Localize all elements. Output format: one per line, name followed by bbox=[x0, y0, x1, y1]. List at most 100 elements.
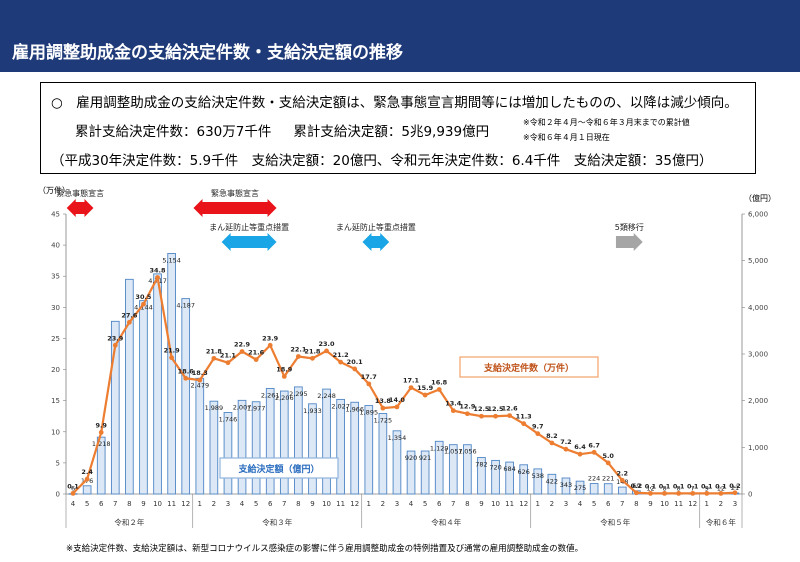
line-point bbox=[239, 349, 245, 354]
bar-value-label: 1,354 bbox=[388, 434, 407, 442]
line-point bbox=[380, 405, 386, 411]
line-value-label: 12.5 bbox=[473, 405, 490, 413]
summary-note-2: ※令和６年４月１日現在 bbox=[523, 133, 610, 142]
bar bbox=[139, 300, 148, 495]
x-tick-label: 3 bbox=[733, 500, 737, 508]
y-left-tick-label: 20 bbox=[51, 366, 60, 374]
bar-value-label: 1,725 bbox=[374, 417, 393, 425]
bar-value-label: 1,933 bbox=[303, 407, 322, 415]
bar-value-label: 6 bbox=[71, 485, 75, 493]
line-point bbox=[521, 421, 527, 427]
y-left-tick-label: 10 bbox=[51, 428, 60, 436]
summary-note-1: ※令和２年４月～令和６年３月末までの累計値 bbox=[523, 118, 690, 127]
line-value-label: 6.7 bbox=[588, 441, 600, 449]
line-point bbox=[267, 342, 273, 348]
bar-value-label: 782 bbox=[475, 461, 487, 469]
x-tick-label: 8 bbox=[634, 500, 638, 508]
x-tick-label: 1 bbox=[367, 500, 371, 508]
line-point bbox=[507, 413, 513, 418]
line-point bbox=[112, 342, 118, 348]
line-point bbox=[676, 490, 682, 496]
bar bbox=[350, 401, 360, 495]
x-tick-label: 1 bbox=[705, 500, 709, 508]
bar-value-label: 8 bbox=[662, 485, 666, 493]
x-year-label: 令和５年 bbox=[600, 517, 630, 527]
bar-value-label: 1,966 bbox=[345, 405, 364, 413]
bar-value-label: 1,218 bbox=[92, 440, 111, 448]
period-label: まん延防止等重点措置 bbox=[336, 222, 416, 232]
x-tick-label: 11 bbox=[674, 500, 683, 508]
x-tick-label: 3 bbox=[564, 500, 568, 508]
bar bbox=[561, 477, 571, 495]
bar-value-label: 224 bbox=[588, 475, 600, 483]
y-left-axis-label: （万件） bbox=[38, 185, 70, 195]
bar bbox=[617, 486, 627, 495]
bar-value-label: 5,154 bbox=[162, 256, 181, 264]
line-value-label: 8.2 bbox=[546, 432, 558, 440]
line-value-label: 20.1 bbox=[347, 358, 364, 366]
bar-value-label: 69 bbox=[632, 482, 640, 490]
line-point bbox=[225, 360, 231, 366]
line-point bbox=[281, 374, 287, 379]
y-right-tick-label: 5,000 bbox=[748, 257, 768, 265]
x-tick-label: 5 bbox=[85, 500, 89, 508]
line-point bbox=[126, 319, 132, 325]
bar bbox=[547, 473, 557, 495]
line-point bbox=[549, 440, 555, 446]
line-point bbox=[619, 477, 625, 483]
x-year-label: 令和２年 bbox=[114, 517, 144, 527]
bar-value-label: 12 bbox=[646, 484, 654, 492]
y-left-tick-label: 0 bbox=[56, 491, 60, 499]
line-value-label: 21.6 bbox=[248, 349, 265, 357]
x-tick-label: 4 bbox=[578, 500, 583, 508]
line-value-label: 15.9 bbox=[417, 384, 434, 392]
bar-value-label: 1,977 bbox=[247, 405, 266, 413]
line-value-label: 23.9 bbox=[107, 334, 124, 342]
line-value-label: 22.1 bbox=[290, 345, 307, 353]
line-point bbox=[394, 404, 400, 410]
summary-line-3: （平成30年決定件数：5.9千件 支給決定額：20億円、令和元年決定件数：6.4… bbox=[51, 153, 713, 169]
x-tick-label: 12 bbox=[688, 500, 697, 508]
x-tick-label: 8 bbox=[296, 500, 300, 508]
line-point bbox=[662, 490, 667, 496]
period-arrow bbox=[362, 233, 390, 251]
x-tick-label: 10 bbox=[153, 500, 162, 508]
bar bbox=[125, 278, 134, 495]
x-tick-label: 2 bbox=[381, 500, 385, 508]
bar-value-label: 2,248 bbox=[317, 392, 336, 400]
bar-value-label: 2,261 bbox=[261, 391, 280, 399]
y-left-tick-label: 15 bbox=[51, 397, 60, 405]
line-value-label: 2.2 bbox=[617, 469, 629, 477]
line-point bbox=[422, 392, 428, 398]
line-value-label: 18.9 bbox=[276, 365, 293, 373]
bar-value-label: 221 bbox=[602, 475, 614, 483]
bar-value-label: 8 bbox=[677, 485, 681, 493]
x-tick-label: 5 bbox=[423, 500, 427, 508]
bar-value-label: 4,144 bbox=[134, 304, 153, 312]
x-tick-label: 7 bbox=[282, 500, 286, 508]
y-right-tick-label: 4,000 bbox=[748, 304, 768, 312]
bar-value-label: 7 bbox=[691, 485, 695, 493]
line-value-label: 9.7 bbox=[532, 423, 544, 431]
summary-line-1: ○ 雇用調整助成金の支給決定件数・支給決定額は、緊急事態宣言期間等には増加したも… bbox=[51, 95, 738, 111]
line-point bbox=[253, 357, 259, 362]
bar bbox=[181, 298, 191, 495]
line-point bbox=[295, 354, 301, 359]
line-value-label: 14.0 bbox=[389, 396, 406, 404]
x-tick-label: 6 bbox=[437, 500, 442, 508]
bar bbox=[463, 444, 472, 495]
y-right-tick-label: 0 bbox=[748, 491, 752, 499]
summary-box: ○ 雇用調整助成金の支給決定件数・支給決定額は、緊急事態宣言期間等には増加したも… bbox=[40, 82, 756, 174]
y-left-tick-label: 30 bbox=[51, 304, 60, 312]
line-value-label: 2.4 bbox=[81, 468, 93, 476]
bar-value-label: 2,295 bbox=[289, 390, 308, 398]
line-value-label: 0.1 bbox=[701, 482, 713, 490]
x-tick-label: 1 bbox=[198, 500, 202, 508]
bar bbox=[336, 398, 345, 495]
line-point bbox=[197, 377, 203, 383]
bar-value-label: 1,056 bbox=[458, 448, 477, 456]
x-tick-label: 12 bbox=[350, 500, 359, 508]
bar-value-label: 2,007 bbox=[233, 403, 252, 411]
y-right-tick-label: 2,000 bbox=[748, 397, 768, 405]
bar bbox=[82, 485, 92, 495]
